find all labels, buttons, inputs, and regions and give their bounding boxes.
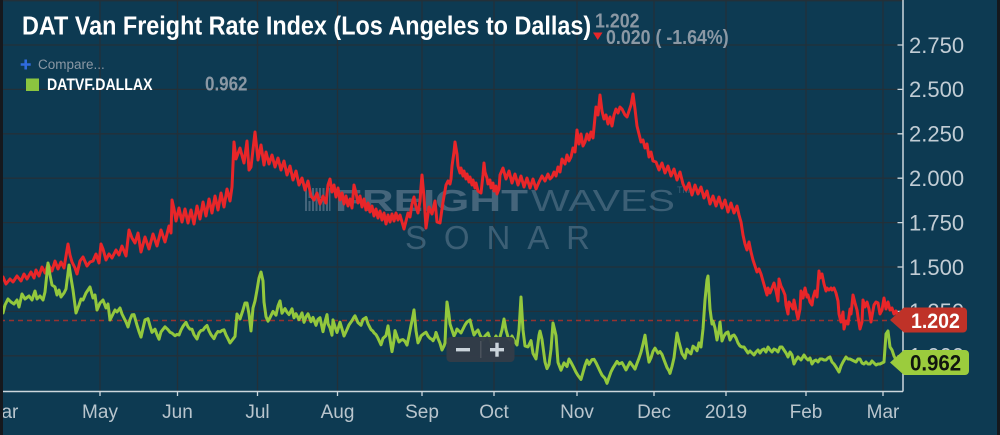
svg-text:Jul: Jul (245, 402, 269, 423)
svg-text:Mar: Mar (867, 402, 900, 423)
svg-text:1.500: 1.500 (909, 255, 964, 280)
svg-text:May: May (82, 402, 118, 423)
svg-text:1.750: 1.750 (909, 210, 964, 235)
svg-text:DATVF.DALLAX: DATVF.DALLAX (47, 76, 153, 94)
svg-text:Compare...: Compare... (38, 57, 105, 72)
svg-text:Mar: Mar (0, 402, 19, 423)
svg-text:2019: 2019 (705, 402, 747, 423)
svg-text:WAVES: WAVES (531, 183, 675, 218)
svg-text:Nov: Nov (560, 402, 594, 423)
svg-text:Jun: Jun (162, 402, 193, 423)
svg-text:Oct: Oct (479, 402, 509, 423)
svg-text:2.750: 2.750 (909, 33, 964, 58)
svg-text:0.962: 0.962 (205, 72, 248, 95)
svg-text:0.020 ( -1.64%): 0.020 ( -1.64%) (606, 27, 729, 49)
svg-text:TM: TM (677, 185, 690, 195)
svg-text:Sep: Sep (405, 402, 439, 423)
svg-text:2.250: 2.250 (909, 122, 964, 147)
svg-text:Aug: Aug (321, 402, 355, 423)
svg-text:DAT Van Freight Rate Index (Lo: DAT Van Freight Rate Index (Los Angeles … (22, 12, 591, 40)
svg-text:1.202: 1.202 (911, 310, 960, 333)
svg-text:2.000: 2.000 (909, 166, 964, 191)
svg-text:Feb: Feb (790, 402, 823, 423)
svg-text:0.962: 0.962 (910, 351, 961, 376)
svg-text:1.202: 1.202 (595, 11, 640, 33)
svg-text:Dec: Dec (637, 402, 671, 423)
svg-text:2.500: 2.500 (909, 77, 964, 102)
